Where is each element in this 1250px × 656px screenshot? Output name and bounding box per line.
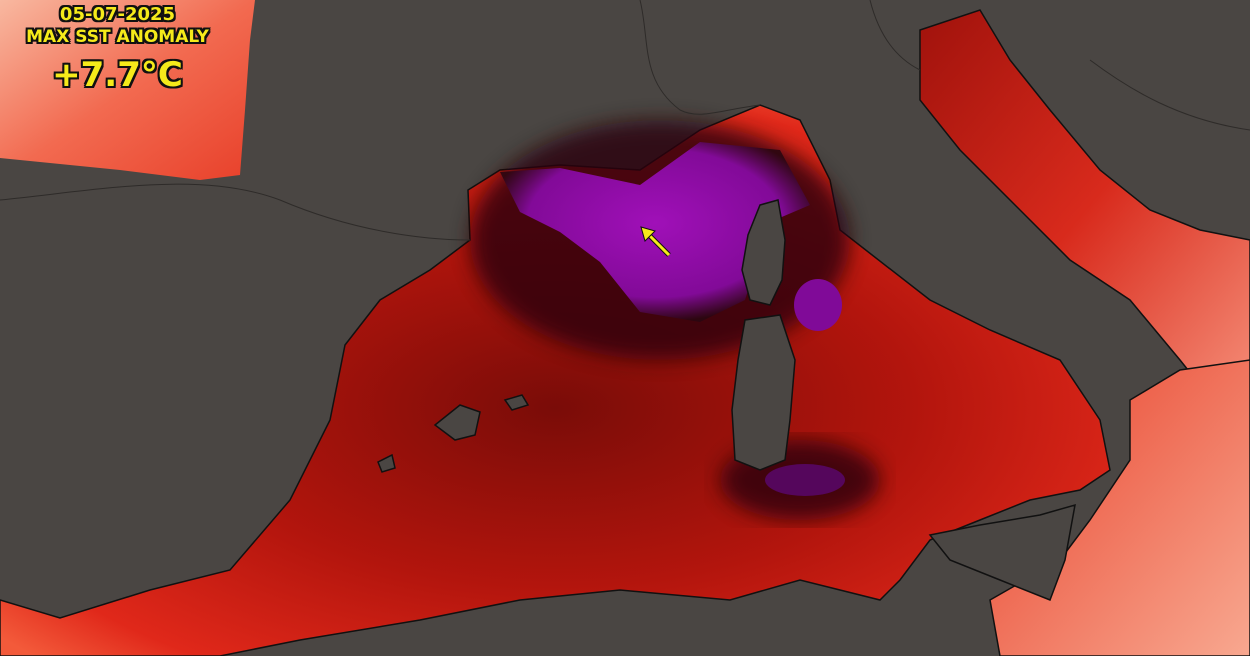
menorca <box>503 394 530 411</box>
extreme-anomaly-zone <box>500 142 810 322</box>
ibiza <box>377 453 396 473</box>
borders <box>0 0 1250 241</box>
extreme-anomaly-patch <box>794 279 842 331</box>
sicily <box>928 503 1076 601</box>
date-label: 05-07-2025 <box>59 4 176 25</box>
mallorca <box>433 404 481 441</box>
sardinia <box>731 314 796 471</box>
corsica <box>741 199 786 306</box>
arrow-icon <box>640 226 671 257</box>
map-title: MAX SST ANOMALY <box>26 27 209 47</box>
bay-of-biscay <box>0 0 255 180</box>
extreme-anomaly-patch-south <box>765 464 845 496</box>
max-anomaly-value: +7.7°C <box>52 55 183 95</box>
adriatic-sea <box>919 9 1250 411</box>
